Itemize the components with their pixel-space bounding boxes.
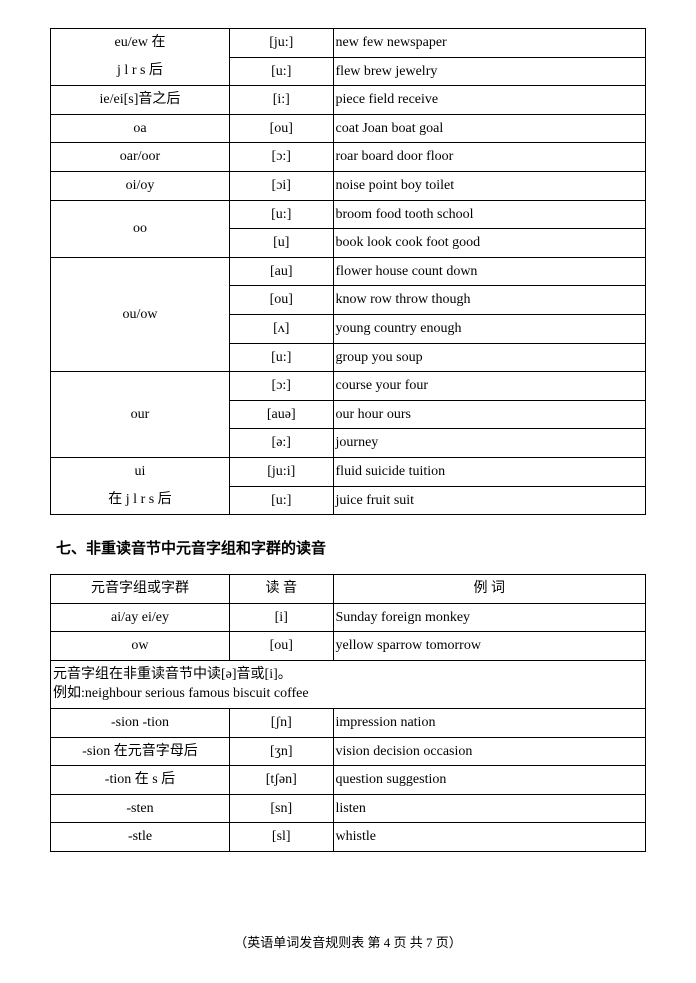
pronunciation-table-2: 元音字组或字群 读 音 例 词 ai/ay ei/ey [i] Sunday f… (50, 574, 646, 852)
cell-examples: fluid suicide tuition (333, 457, 645, 486)
cell-pattern: oi/oy (51, 171, 230, 200)
cell-sound: [au] (229, 257, 333, 286)
cell-examples: our hour ours (333, 400, 645, 429)
table-row: j l r s 后 [u:] flew brew jewelry (51, 57, 646, 86)
table-row: our [ɔ:] course your four (51, 372, 646, 401)
table-row: -stle [sl] whistle (51, 823, 646, 852)
cell-examples: whistle (333, 823, 645, 852)
cell-examples: flower house count down (333, 257, 645, 286)
cell-sound: [ʌ] (229, 314, 333, 343)
cell-examples: book look cook foot good (333, 229, 645, 258)
cell-examples: broom food tooth school (333, 200, 645, 229)
cell-pattern: -sion -tion (51, 709, 230, 738)
cell-pattern: ou/ow (51, 257, 230, 371)
table-row: ui [ju:i] fluid suicide tuition (51, 457, 646, 486)
cell-sound: [u:] (229, 57, 333, 86)
cell-sound: [auə] (229, 400, 333, 429)
cell-sound: [ou] (229, 632, 333, 661)
cell-examples: young country enough (333, 314, 645, 343)
cell-pattern: our (51, 372, 230, 458)
cell-examples: course your four (333, 372, 645, 401)
note-line-2: 例如:neighbour serious famous biscuit coff… (53, 686, 309, 701)
cell-sound: [ə:] (229, 429, 333, 458)
cell-examples: know row throw though (333, 286, 645, 315)
cell-pattern: eu/ew 在 (51, 29, 230, 58)
cell-examples: yellow sparrow tomorrow (333, 632, 645, 661)
cell-pattern: ui (51, 457, 230, 486)
cell-sound: [ɔ:] (229, 143, 333, 172)
cell-sound: [i:] (229, 86, 333, 115)
table-row: ie/ei[s]音之后 [i:] piece field receive (51, 86, 646, 115)
pronunciation-table-1: eu/ew 在 [ju:] new few newspaper j l r s … (50, 28, 646, 515)
cell-sound: [sn] (229, 794, 333, 823)
cell-sound: [u:] (229, 486, 333, 515)
section-heading: 七、非重读音节中元音字组和字群的读音 (56, 537, 646, 558)
cell-pattern: oo (51, 200, 230, 257)
cell-pattern: -sion 在元音字母后 (51, 737, 230, 766)
cell-sound: [ɔ:] (229, 372, 333, 401)
cell-sound: [ou] (229, 114, 333, 143)
note-cell: 元音字组在非重读音节中读[ə]音或[i]。 例如:neighbour serio… (51, 660, 646, 708)
table-row: -sten [sn] listen (51, 794, 646, 823)
cell-examples: new few newspaper (333, 29, 645, 58)
header-examples: 例 词 (333, 575, 645, 604)
cell-sound: [u:] (229, 343, 333, 372)
table-row: ou/ow [au] flower house count down (51, 257, 646, 286)
cell-examples: Sunday foreign monkey (333, 603, 645, 632)
table-header-row: 元音字组或字群 读 音 例 词 (51, 575, 646, 604)
cell-pattern: oar/oor (51, 143, 230, 172)
cell-sound: [ʃn] (229, 709, 333, 738)
cell-examples: roar board door floor (333, 143, 645, 172)
cell-examples: listen (333, 794, 645, 823)
page-footer: （英语单词发音规则表 第 4 页 共 7 页） (0, 932, 696, 951)
cell-pattern: oa (51, 114, 230, 143)
cell-examples: coat Joan boat goal (333, 114, 645, 143)
cell-examples: noise point boy toilet (333, 171, 645, 200)
cell-sound: [u:] (229, 200, 333, 229)
cell-examples: journey (333, 429, 645, 458)
cell-pattern: j l r s 后 (51, 57, 230, 86)
table-row: oo [u:] broom food tooth school (51, 200, 646, 229)
cell-sound: [sl] (229, 823, 333, 852)
cell-pattern: 在 j l r s 后 (51, 486, 230, 515)
cell-pattern: ie/ei[s]音之后 (51, 86, 230, 115)
page: eu/ew 在 [ju:] new few newspaper j l r s … (0, 0, 696, 983)
table-row: -tion 在 s 后 [tʃən] question suggestion (51, 766, 646, 795)
table-row: ow [ou] yellow sparrow tomorrow (51, 632, 646, 661)
table-row: -sion 在元音字母后 [ʒn] vision decision occasi… (51, 737, 646, 766)
cell-pattern: -sten (51, 794, 230, 823)
header-sound: 读 音 (229, 575, 333, 604)
table-row: eu/ew 在 [ju:] new few newspaper (51, 29, 646, 58)
table-row: oa [ou] coat Joan boat goal (51, 114, 646, 143)
cell-sound: [ou] (229, 286, 333, 315)
table-note-row: 元音字组在非重读音节中读[ə]音或[i]。 例如:neighbour serio… (51, 660, 646, 708)
cell-pattern: ow (51, 632, 230, 661)
cell-examples: vision decision occasion (333, 737, 645, 766)
note-line-1: 元音字组在非重读音节中读[ə]音或[i]。 (53, 667, 292, 682)
cell-examples: group you soup (333, 343, 645, 372)
cell-sound: [i] (229, 603, 333, 632)
table-row: oi/oy [ɔi] noise point boy toilet (51, 171, 646, 200)
table-row: -sion -tion [ʃn] impression nation (51, 709, 646, 738)
cell-sound: [ɔi] (229, 171, 333, 200)
cell-examples: flew brew jewelry (333, 57, 645, 86)
cell-examples: impression nation (333, 709, 645, 738)
table-row: oar/oor [ɔ:] roar board door floor (51, 143, 646, 172)
cell-examples: juice fruit suit (333, 486, 645, 515)
table-row: 在 j l r s 后 [u:] juice fruit suit (51, 486, 646, 515)
cell-examples: piece field receive (333, 86, 645, 115)
cell-examples: question suggestion (333, 766, 645, 795)
cell-pattern: -tion 在 s 后 (51, 766, 230, 795)
cell-pattern: -stle (51, 823, 230, 852)
table-row: ai/ay ei/ey [i] Sunday foreign monkey (51, 603, 646, 632)
cell-pattern: ai/ay ei/ey (51, 603, 230, 632)
header-pattern: 元音字组或字群 (51, 575, 230, 604)
cell-sound: [tʃən] (229, 766, 333, 795)
cell-sound: [ju:] (229, 29, 333, 58)
cell-sound: [ju:i] (229, 457, 333, 486)
cell-sound: [u] (229, 229, 333, 258)
cell-sound: [ʒn] (229, 737, 333, 766)
